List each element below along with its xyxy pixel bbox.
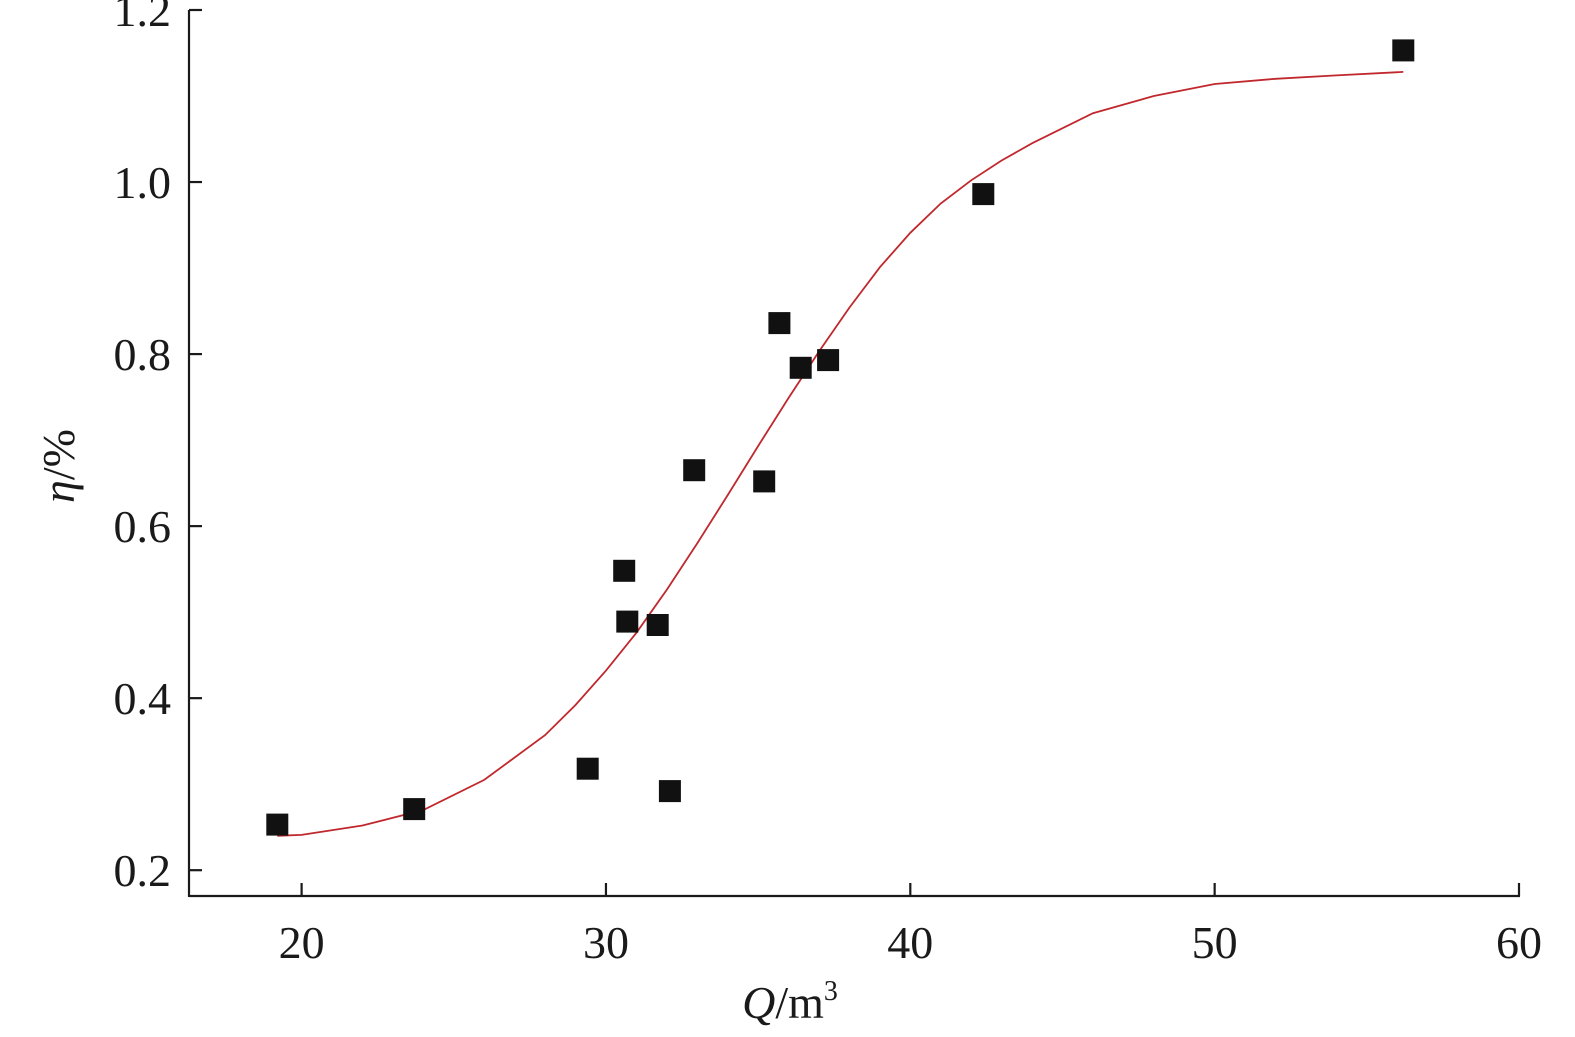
y-axis-title: η/% xyxy=(33,429,84,503)
x-tick-label: 50 xyxy=(1192,917,1238,968)
x-axis-title: Q/m3 xyxy=(742,976,838,1028)
x-tick-label: 30 xyxy=(583,917,629,968)
fit-curve xyxy=(277,71,1404,837)
data-point xyxy=(266,813,289,836)
x-tick-label: 40 xyxy=(887,917,933,968)
y-tick-label: 0.4 xyxy=(114,673,172,724)
y-tick-label: 0.6 xyxy=(114,501,172,552)
data-point xyxy=(683,459,706,482)
y-tick-label: 0.8 xyxy=(114,329,172,380)
data-point xyxy=(576,757,599,780)
axes xyxy=(187,10,1520,898)
data-point xyxy=(658,780,681,803)
x-axis-variable: Q xyxy=(742,977,775,1028)
data-point xyxy=(613,559,636,582)
data-point xyxy=(1392,39,1415,62)
y-tick-label: 1.2 xyxy=(114,0,172,36)
data-point xyxy=(768,312,791,335)
y-axis-ticks: 0.2 0.4 0.6 0.8 1.0 1.2 xyxy=(114,0,202,896)
x-axis-unit-superscript: 3 xyxy=(824,976,838,1007)
data-point xyxy=(789,356,812,379)
y-axis-unit: /% xyxy=(33,429,84,480)
y-tick-label: 1.0 xyxy=(114,157,172,208)
y-tick-label: 0.2 xyxy=(114,845,172,896)
x-tick-label: 20 xyxy=(279,917,325,968)
data-point xyxy=(753,470,776,493)
x-axis-ticks: 20 30 40 50 60 xyxy=(279,883,1542,968)
data-point xyxy=(646,614,669,636)
data-point xyxy=(616,610,639,633)
data-point xyxy=(817,349,840,372)
plot-area xyxy=(266,39,1415,837)
x-axis-unit: /m xyxy=(775,977,824,1028)
x-tick-label: 60 xyxy=(1496,917,1542,968)
data-points xyxy=(266,39,1415,836)
data-point xyxy=(972,183,995,206)
y-axis-variable: η xyxy=(33,480,84,503)
data-point xyxy=(403,798,426,821)
